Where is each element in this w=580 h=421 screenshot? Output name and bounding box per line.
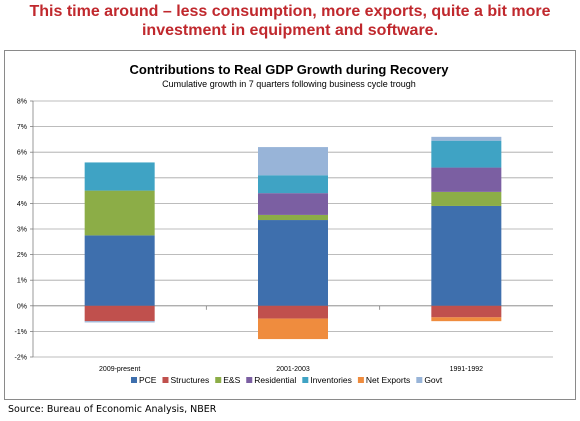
axes: -2% -1% 0% 1% 2% 3% 4% 5% 6% 7% 8% 2009-present 2001… [15, 99, 484, 374]
bar-segment [431, 167, 502, 192]
y-tick-label: -2% [15, 355, 27, 362]
legend-swatch [162, 377, 169, 383]
legend-label: Residential [254, 375, 296, 385]
legend: PCE Structures E&S Residential Inventories Ne… [131, 375, 443, 385]
legend-label: PCE [139, 375, 157, 385]
bar-segment [258, 305, 328, 319]
y-tick-label: 4% [17, 201, 27, 208]
y-tick-label: 8% [17, 99, 27, 106]
x-tick-label: 2009-present [99, 366, 140, 373]
y-tick-label: 5% [17, 175, 27, 182]
legend-swatch [416, 377, 423, 383]
legend-swatch [246, 377, 253, 383]
y-tick-label: 0% [17, 303, 27, 310]
bar-segment [258, 147, 328, 176]
legend-label: Inventories [310, 375, 352, 385]
legend-swatch [357, 377, 364, 383]
bar-segment [84, 162, 155, 191]
bar-segment [258, 214, 328, 221]
bar-segment [84, 190, 155, 236]
bar-segment [84, 321, 155, 323]
y-tick-label: 1% [17, 278, 27, 285]
chart-subtitle: Cumulative growth in 7 quarters followin… [162, 79, 416, 89]
legend-label: E&S [223, 375, 240, 385]
y-tick-label: 6% [17, 150, 27, 157]
headline: This time around – less consumption, mor… [29, 3, 551, 39]
legend-swatch [131, 377, 137, 383]
legend-label: Net Exports [366, 375, 410, 385]
bar-segment [431, 191, 502, 206]
bars [84, 136, 502, 340]
legend-label: Govt [424, 375, 443, 385]
bar-segment [431, 140, 502, 168]
bar-segment [431, 205, 502, 306]
bar-segment [258, 220, 328, 306]
bar-segment [258, 175, 328, 194]
bar-segment [431, 317, 502, 322]
y-tick-label: -1% [15, 329, 27, 336]
legend-swatch [302, 377, 309, 383]
y-tick-label: 3% [17, 227, 27, 234]
bar-segment [84, 235, 155, 306]
x-tick-label: 2001-2003 [276, 366, 310, 373]
bar-segment [258, 193, 328, 215]
bar-segment [431, 305, 502, 318]
x-tick-label: 1991-1992 [450, 366, 484, 373]
bar-segment [84, 305, 155, 322]
y-tick-label: 2% [17, 252, 27, 259]
chart-title: Contributions to Real GDP Growth during … [129, 62, 449, 77]
legend-label: Structures [170, 375, 209, 385]
source-note: Source: Bureau of Economic Analysis, NBE… [8, 404, 217, 415]
y-tick-label: 7% [17, 124, 27, 131]
bar-segment [431, 136, 502, 141]
bar-segment [258, 318, 328, 340]
legend-swatch [215, 377, 222, 383]
